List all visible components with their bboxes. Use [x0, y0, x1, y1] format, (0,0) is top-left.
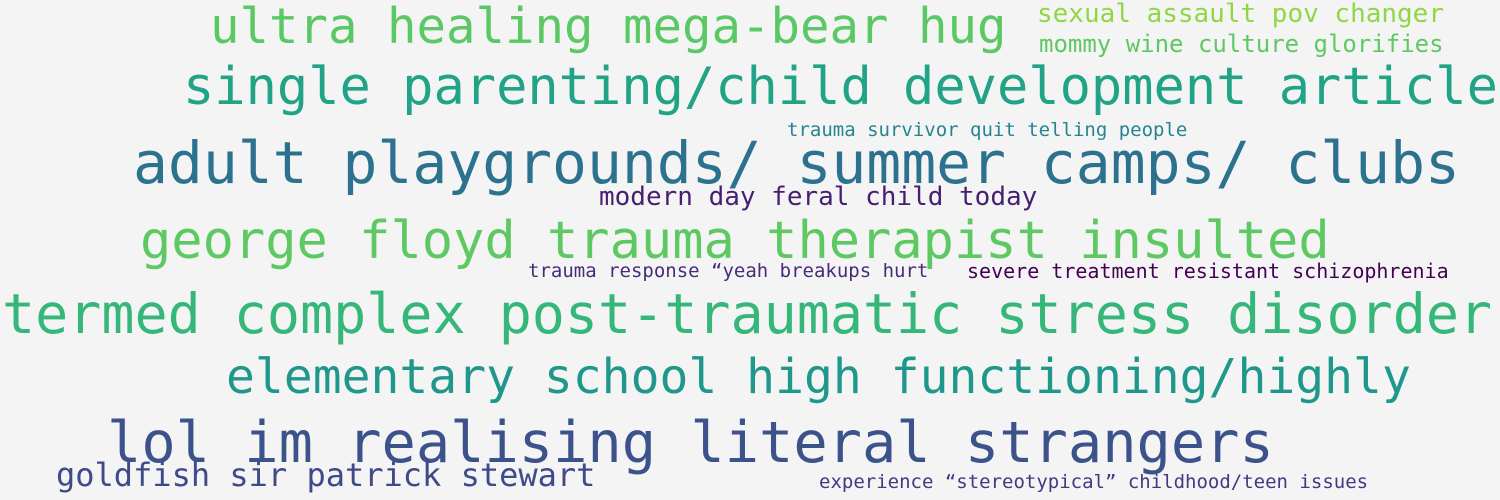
word-cloud-phrase: trauma survivor quit telling people [787, 119, 1188, 141]
word-cloud-phrase: trauma response “yeah breakups hurt [528, 260, 929, 282]
word-cloud-phrase: termed complex post-traumatic stress dis… [2, 282, 1493, 346]
word-cloud-phrase: severe treatment resistant schizophrenia [967, 259, 1449, 283]
word-cloud-phrase: ultra healing mega-bear hug [210, 0, 1007, 55]
word-cloud-phrase: single parenting/child development artic… [183, 57, 1498, 117]
word-cloud-phrase: mommy wine culture glorifies [1039, 30, 1444, 58]
word-cloud-phrase: sexual assault pov changer [1037, 0, 1444, 29]
word-cloud-phrase: modern day feral child today [599, 182, 1038, 212]
word-cloud-phrase: goldfish sir patrick stewart [56, 456, 596, 494]
word-cloud-phrase: lol im realising literal strangers [107, 410, 1274, 476]
word-cloud-phrase: experience “stereotypical” childhood/tee… [819, 471, 1369, 493]
word-cloud-phrase: adult playgrounds/ summer camps/ clubs [133, 129, 1460, 197]
word-cloud-phrase: george floyd trauma therapist insulted [140, 211, 1330, 271]
word-cloud-phrase: elementary school high functioning/highl… [226, 349, 1411, 405]
